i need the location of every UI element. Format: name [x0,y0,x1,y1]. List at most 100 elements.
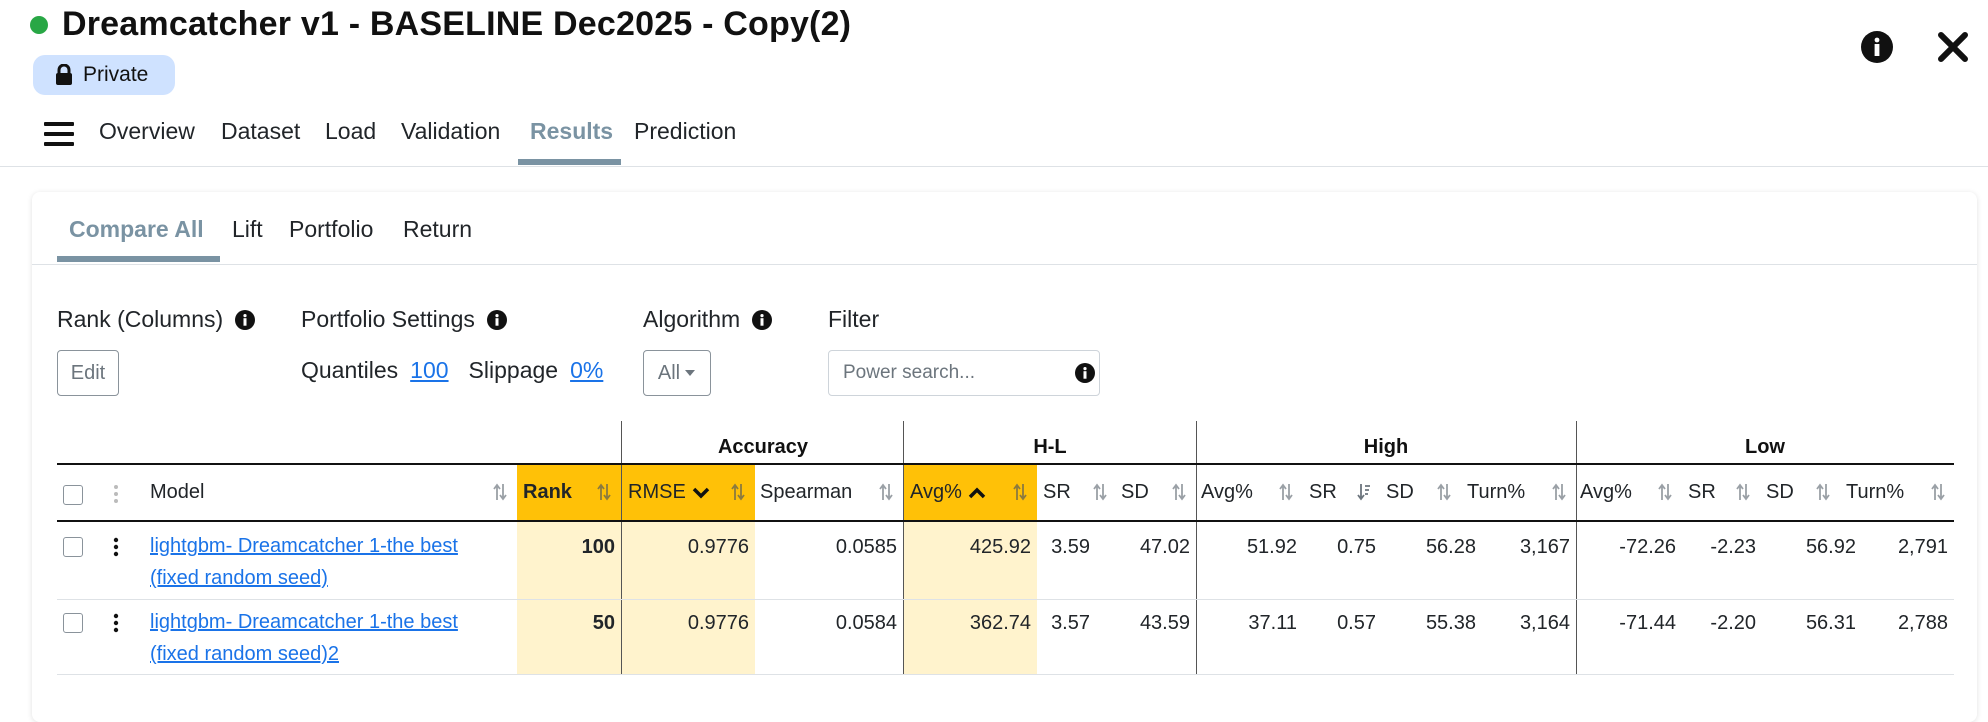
row-divider [57,599,1954,600]
rmse-column-highlight [622,520,755,674]
algorithm-select[interactable]: All [643,350,711,396]
col-rmse[interactable]: RMSE [622,465,755,520]
cell-high-sr: 0.75 [1337,535,1376,558]
sort-asc-icon[interactable] [968,487,986,499]
cell-high-sd: 56.28 [1425,535,1476,558]
cell-high-avg: 37.11 [1248,611,1297,634]
tab-results[interactable]: Results [530,118,614,144]
quantiles-label: Quantiles [301,357,399,383]
row-menu-icon[interactable] [113,613,119,633]
sort-icon[interactable] [1279,483,1293,501]
cell-hl-sd: 47.02 [1139,535,1190,558]
sort-icon[interactable] [879,483,893,501]
col-rank[interactable]: Rank [517,465,621,520]
lock-icon [56,64,72,85]
subtab-lift[interactable]: Lift [232,216,263,242]
header-bottom-rule [57,520,1954,522]
row-checkbox[interactable] [63,537,83,557]
model-link[interactable]: lightgbm- Dreamcatcher 1-the best (fixed… [150,606,490,670]
kebab-menu-icon [114,485,118,503]
info-icon[interactable] [486,309,507,330]
tab-dataset[interactable]: Dataset [221,118,301,144]
sort-icon[interactable] [1093,483,1107,501]
row-checkbox[interactable] [63,613,83,633]
sort-icon[interactable] [731,483,745,501]
model-name-line1: lightgbm- Dreamcatcher 1-the best [150,611,458,633]
sort-filter-icon[interactable] [1357,483,1371,501]
group-hl: H-L [1033,436,1067,458]
algorithm-label: Algorithm [643,306,773,333]
close-icon[interactable] [1936,30,1970,64]
filter-label: Filter [828,306,880,332]
sort-icon[interactable] [1736,483,1750,501]
edit-rank-button[interactable]: Edit [57,350,119,396]
sort-icon[interactable] [1931,483,1945,501]
col-high-sr[interactable]: SR [1309,481,1337,503]
col-low-avg[interactable]: Avg% [1580,481,1632,503]
tab-load[interactable]: Load [325,118,377,144]
col-high-avg[interactable]: Avg% [1201,481,1253,503]
model-link[interactable]: lightgbm- Dreamcatcher 1-the best (fixed… [150,530,490,594]
sort-icon[interactable] [1552,483,1566,501]
algorithm-text: Algorithm [643,306,741,332]
model-name-line2: (fixed random seed)2 [150,643,339,665]
col-hl-sr[interactable]: SR [1043,481,1071,503]
cell-rmse: 0.9776 [687,535,749,558]
col-low-turn[interactable]: Turn% [1846,481,1905,503]
col-low-sd[interactable]: SD [1766,481,1794,503]
sort-icon[interactable] [1437,483,1451,501]
col-model[interactable]: Model [150,481,205,503]
col-high-sd[interactable]: SD [1386,481,1414,503]
tab-overview[interactable]: Overview [99,118,195,144]
hamburger-menu-icon[interactable] [44,122,74,146]
sort-icon[interactable] [597,483,611,501]
model-name-line1: lightgbm- Dreamcatcher 1-the best [150,535,458,557]
cell-low-turn: 2,791 [1897,535,1948,558]
private-badge: Private [33,55,175,95]
cell-rank: 50 [592,611,615,634]
cell-rmse: 0.9776 [687,611,749,634]
info-icon[interactable] [235,309,256,330]
cell-low-sr: -2.20 [1710,611,1756,634]
row-menu-icon[interactable] [113,537,119,557]
status-dot [30,16,48,34]
subtab-compare-all[interactable]: Compare All [69,216,204,242]
rank-column-highlight [517,520,621,674]
quantiles-link[interactable]: 100 [410,357,449,383]
sort-icon[interactable] [1816,483,1830,501]
sort-desc-icon[interactable] [692,487,710,499]
rank-columns-text: Rank (Columns) [57,306,224,332]
col-spearman[interactable]: Spearman [760,481,853,503]
tab-prediction[interactable]: Prediction [634,118,737,144]
cell-high-sd: 55.38 [1425,611,1476,634]
col-high-turn[interactable]: Turn% [1467,481,1526,503]
active-tab-indicator [518,159,621,165]
sort-icon[interactable] [1658,483,1672,501]
group-high: High [1363,436,1409,458]
info-icon[interactable] [1860,30,1894,64]
divider [1196,421,1197,674]
col-low-sr[interactable]: SR [1688,481,1716,503]
cell-hl-sd: 43.59 [1139,611,1190,634]
subtab-return[interactable]: Return [403,216,473,242]
subtab-portfolio[interactable]: Portfolio [289,216,374,242]
slippage-link[interactable]: 0% [570,357,604,383]
col-hl-sd[interactable]: SD [1121,481,1149,503]
badge-label: Private [83,63,149,86]
group-low: Low [1745,436,1785,458]
info-icon[interactable] [1075,363,1095,383]
sort-icon[interactable] [1172,483,1186,501]
col-hl-avg[interactable]: Avg% [904,465,1037,520]
select-all-checkbox[interactable] [63,485,83,505]
cell-low-sr: -2.23 [1710,535,1756,558]
tab-validation[interactable]: Validation [401,118,501,144]
portfolio-settings-label: Portfolio Settings [301,306,507,333]
sub-nav: Compare All Lift Portfolio Return [32,192,1977,265]
cell-low-sd: 56.92 [1805,535,1856,558]
sort-icon[interactable] [493,483,507,501]
sort-icon[interactable] [1013,483,1027,501]
search-input[interactable] [841,361,1065,385]
rank-columns-label: Rank (Columns) [57,306,256,333]
info-icon[interactable] [752,309,773,330]
cell-high-turn: 3,164 [1519,611,1570,634]
